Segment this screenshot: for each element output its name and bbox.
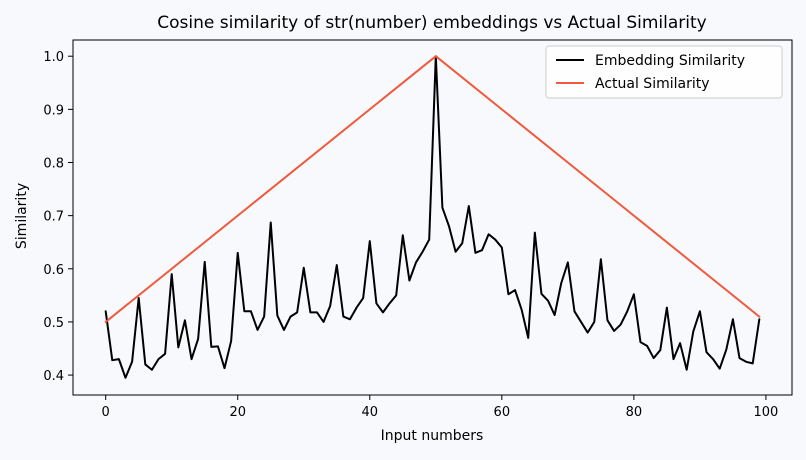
y-tick-label: 0.4 — [43, 369, 64, 384]
x-tick-label: 60 — [494, 405, 511, 420]
series-layer — [104, 55, 761, 379]
y-tick-label: 0.9 — [43, 103, 64, 118]
x-tick-label: 0 — [102, 405, 110, 420]
legend-label-0: Embedding Similarity — [595, 53, 745, 69]
y-tick-label: 0.8 — [43, 156, 64, 171]
plot-background — [73, 40, 792, 395]
x-tick-label: 40 — [362, 405, 379, 420]
chart-title: Cosine similarity of str(number) embeddi… — [157, 13, 706, 33]
series-line-1 — [104, 55, 761, 323]
x-axis-label: Input numbers — [381, 428, 484, 444]
y-tick-label: 0.6 — [43, 263, 64, 278]
plot-area — [73, 40, 792, 395]
legend: Embedding Similarity Actual Similarity — [545, 45, 783, 99]
x-tick-label: 20 — [229, 405, 246, 420]
y-tick-label: 0.7 — [43, 210, 64, 225]
legend-box — [545, 45, 783, 99]
series-line-0 — [104, 55, 761, 379]
x-tick-label: 80 — [626, 405, 643, 420]
y-tick-label: 0.5 — [43, 316, 64, 331]
axes-frame — [72, 39, 793, 396]
x-tick-label: 100 — [754, 405, 779, 420]
legend-label-1: Actual Similarity — [595, 76, 710, 92]
y-tick-label: 1.0 — [43, 50, 64, 65]
y-axis-label: Similarity — [14, 183, 30, 249]
axes-layer: 0 20 40 60 80 100 0.4 0.5 0.6 0.7 0.8 0.9 1.0 — [43, 39, 793, 420]
